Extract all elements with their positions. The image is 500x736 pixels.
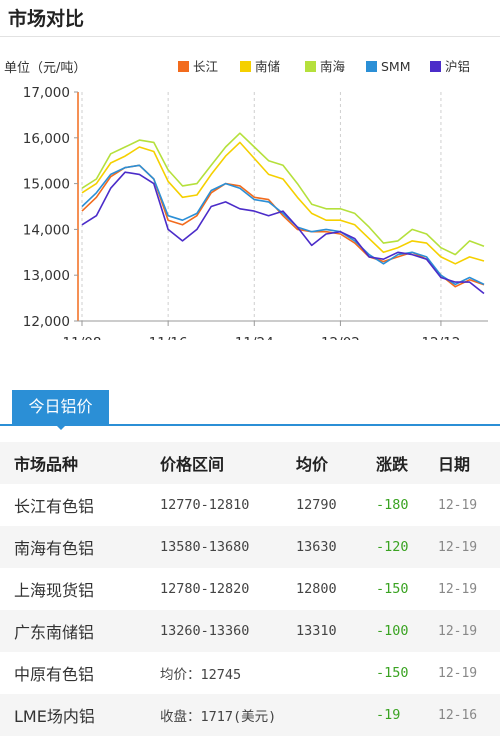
cell-date: 12-19 — [438, 610, 500, 652]
cell-price-range: 12780-12820 — [160, 581, 250, 597]
x-tick-label: 11/08 — [63, 335, 102, 340]
section-title: 市场对比 — [8, 8, 85, 30]
cell-market: 广东南储铝 — [0, 610, 160, 652]
x-tick-label: 11/16 — [149, 335, 188, 340]
y-tick-label: 13,000 — [23, 268, 70, 284]
series-line-沪铝 — [81, 171, 485, 295]
cell-price-range: 13260-13360 — [160, 610, 296, 652]
price-table: 市场品种 价格区间 均价 涨跌 日期 长江有色铝 12770-12810 127… — [0, 442, 500, 736]
cell-date: 12-19 — [438, 497, 478, 513]
tab-pointer-icon — [55, 424, 67, 430]
cell-average: 12790 — [296, 497, 337, 513]
series-line-长江 — [81, 164, 485, 288]
y-tick-label: 15,000 — [23, 177, 70, 193]
tab-today-aluminum-price[interactable]: 今日铝价 — [12, 390, 109, 424]
cell-market: 上海现货铝 — [14, 581, 95, 600]
cell-market: 南海有色铝 — [0, 526, 160, 568]
x-tick-label: 11/24 — [235, 335, 274, 340]
table-row[interactable]: 南海有色铝 13580-13680 13630 -120 12-19 — [0, 526, 500, 568]
legend-swatch — [305, 61, 316, 72]
cell-price-range: 12770-12810 — [160, 497, 250, 513]
y-tick-label: 16,000 — [23, 131, 70, 147]
header-price-range: 价格区间 — [160, 442, 296, 484]
cell-market: LME场内铝 — [0, 694, 160, 736]
series-line-SMM — [81, 164, 485, 286]
table-row[interactable]: 上海现货铝 12780-12820 12800 -150 12-19 — [0, 568, 500, 610]
cell-change: -120 — [376, 526, 438, 568]
series-line-南储 — [81, 141, 485, 265]
legend-swatch — [178, 61, 189, 72]
cell-date: 12-16 — [438, 694, 500, 736]
cell-price-range: 均价：12745 — [160, 667, 242, 683]
legend-label: 长江 — [193, 59, 218, 74]
cell-market: 长江有色铝 — [14, 497, 95, 516]
x-tick-label: 12/12 — [421, 335, 460, 340]
legend-label: 南储 — [255, 59, 280, 74]
table-row[interactable]: LME场内铝 收盘：1717(美元) -19 12-16 — [0, 694, 500, 736]
series-line-南海 — [81, 132, 485, 256]
header-average: 均价 — [296, 442, 376, 484]
cell-change: -180 — [376, 497, 409, 513]
cell-average: 13630 — [296, 526, 376, 568]
table-row[interactable]: 中原有色铝 均价：12745 -150 12-19 — [0, 652, 500, 694]
header-change: 涨跌 — [376, 442, 438, 484]
y-tick-label: 17,000 — [23, 85, 70, 101]
y-tick-label: 14,000 — [23, 222, 70, 238]
header-date: 日期 — [438, 442, 500, 484]
cell-market: 中原有色铝 — [14, 665, 95, 684]
cell-price-range: 收盘：1717(美元) — [160, 694, 376, 736]
cell-average: 13310 — [296, 610, 376, 652]
cell-change: -100 — [376, 610, 438, 652]
tab-bar: 今日铝价 — [0, 390, 500, 430]
cell-average: 12800 — [296, 581, 337, 597]
table-row[interactable]: 长江有色铝 12770-12810 12790 -180 12-19 — [0, 484, 500, 526]
cell-change: -150 — [376, 665, 409, 681]
legend-label: 南海 — [320, 59, 346, 74]
header-market: 市场品种 — [0, 442, 160, 484]
cell-date: 12-19 — [438, 665, 478, 681]
unit-label: 单位（元/吨） — [4, 61, 86, 76]
y-tick-label: 12,000 — [23, 314, 70, 330]
cell-change: -19 — [376, 694, 438, 736]
cell-date: 12-19 — [438, 581, 478, 597]
legend-swatch — [366, 61, 377, 72]
cell-date: 12-19 — [438, 526, 500, 568]
legend-swatch — [240, 61, 251, 72]
legend-swatch — [430, 61, 441, 72]
cell-price-range: 13580-13680 — [160, 526, 296, 568]
table-header-row: 市场品种 价格区间 均价 涨跌 日期 — [0, 442, 500, 484]
table-row[interactable]: 广东南储铝 13260-13360 13310 -100 12-19 — [0, 610, 500, 652]
legend-label: SMM — [381, 59, 411, 74]
cell-change: -150 — [376, 581, 409, 597]
price-line-chart: 单位（元/吨） 长江 南储 南海 SMM 沪铝 12,000 13,000 14,000 15,0… — [4, 59, 488, 340]
legend-label: 沪铝 — [445, 59, 470, 74]
section-header: 市场对比 — [0, 0, 500, 37]
x-tick-label: 12/02 — [321, 335, 360, 340]
